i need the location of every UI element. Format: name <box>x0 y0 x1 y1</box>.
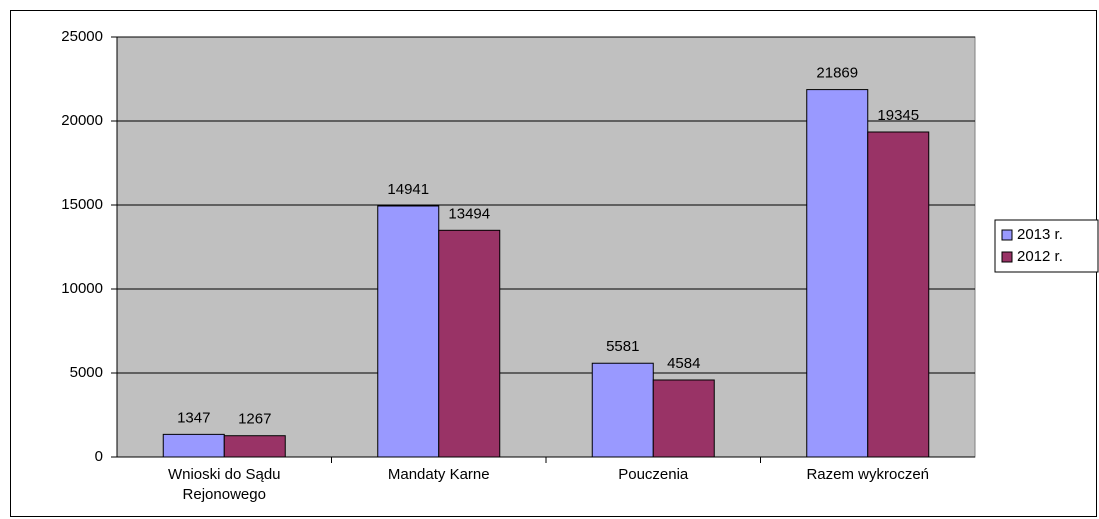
x-tick-label: Pouczenia <box>618 466 689 483</box>
y-tick-label: 25000 <box>61 28 103 45</box>
bar <box>867 131 930 458</box>
legend-label: 2012 r. <box>1017 248 1063 265</box>
x-tick-label: Mandaty Karne <box>387 466 490 483</box>
bar <box>652 379 715 458</box>
legend-swatch <box>1001 229 1013 241</box>
value-label: 1267 <box>238 411 271 428</box>
legend-swatch <box>1001 251 1013 263</box>
legend-label: 2013 r. <box>1017 226 1063 243</box>
bar <box>377 205 440 458</box>
bar <box>591 362 654 458</box>
value-label: 4584 <box>667 355 700 372</box>
value-label: 1347 <box>177 409 210 426</box>
x-tick-label: Wnioski do Sądu Rejonowego <box>167 466 281 503</box>
bar <box>223 435 286 458</box>
value-label: 21869 <box>816 65 858 82</box>
value-label: 5581 <box>606 338 639 355</box>
x-tick-label: Razem wykroczeń <box>806 466 930 483</box>
y-tick-label: 15000 <box>61 196 103 213</box>
value-label: 13494 <box>448 205 490 222</box>
bar <box>438 229 501 458</box>
legend-box <box>994 219 1099 273</box>
bar <box>162 433 225 458</box>
y-tick-label: 0 <box>95 448 103 465</box>
y-tick-label: 20000 <box>61 112 103 129</box>
value-label: 14941 <box>387 181 429 198</box>
bar <box>806 89 869 458</box>
y-tick-label: 5000 <box>70 364 103 381</box>
y-tick-label: 10000 <box>61 280 103 297</box>
value-label: 19345 <box>877 107 919 124</box>
